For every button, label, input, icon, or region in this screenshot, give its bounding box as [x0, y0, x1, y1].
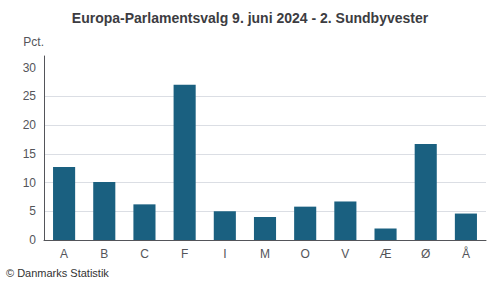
svg-text:I: I [223, 247, 226, 261]
svg-text:Ø: Ø [421, 247, 430, 261]
svg-text:Europa-Parlamentsvalg 9. juni: Europa-Parlamentsvalg 9. juni 2024 - 2. … [72, 10, 429, 26]
svg-text:25: 25 [23, 89, 37, 103]
svg-text:5: 5 [29, 204, 36, 218]
svg-text:V: V [341, 247, 349, 261]
svg-text:M: M [260, 247, 270, 261]
svg-text:O: O [301, 247, 310, 261]
svg-text:15: 15 [23, 147, 37, 161]
svg-text:Å: Å [462, 246, 470, 261]
svg-text:20: 20 [23, 118, 37, 132]
svg-text:C: C [140, 247, 149, 261]
svg-text:Pct.: Pct. [23, 35, 44, 49]
svg-text:© Danmarks Statistik: © Danmarks Statistik [6, 267, 109, 279]
svg-text:Æ: Æ [380, 247, 392, 261]
svg-text:B: B [100, 247, 108, 261]
svg-text:30: 30 [23, 61, 37, 75]
svg-text:F: F [181, 247, 188, 261]
svg-text:0: 0 [29, 233, 36, 247]
svg-text:A: A [60, 247, 68, 261]
svg-text:10: 10 [23, 176, 37, 190]
